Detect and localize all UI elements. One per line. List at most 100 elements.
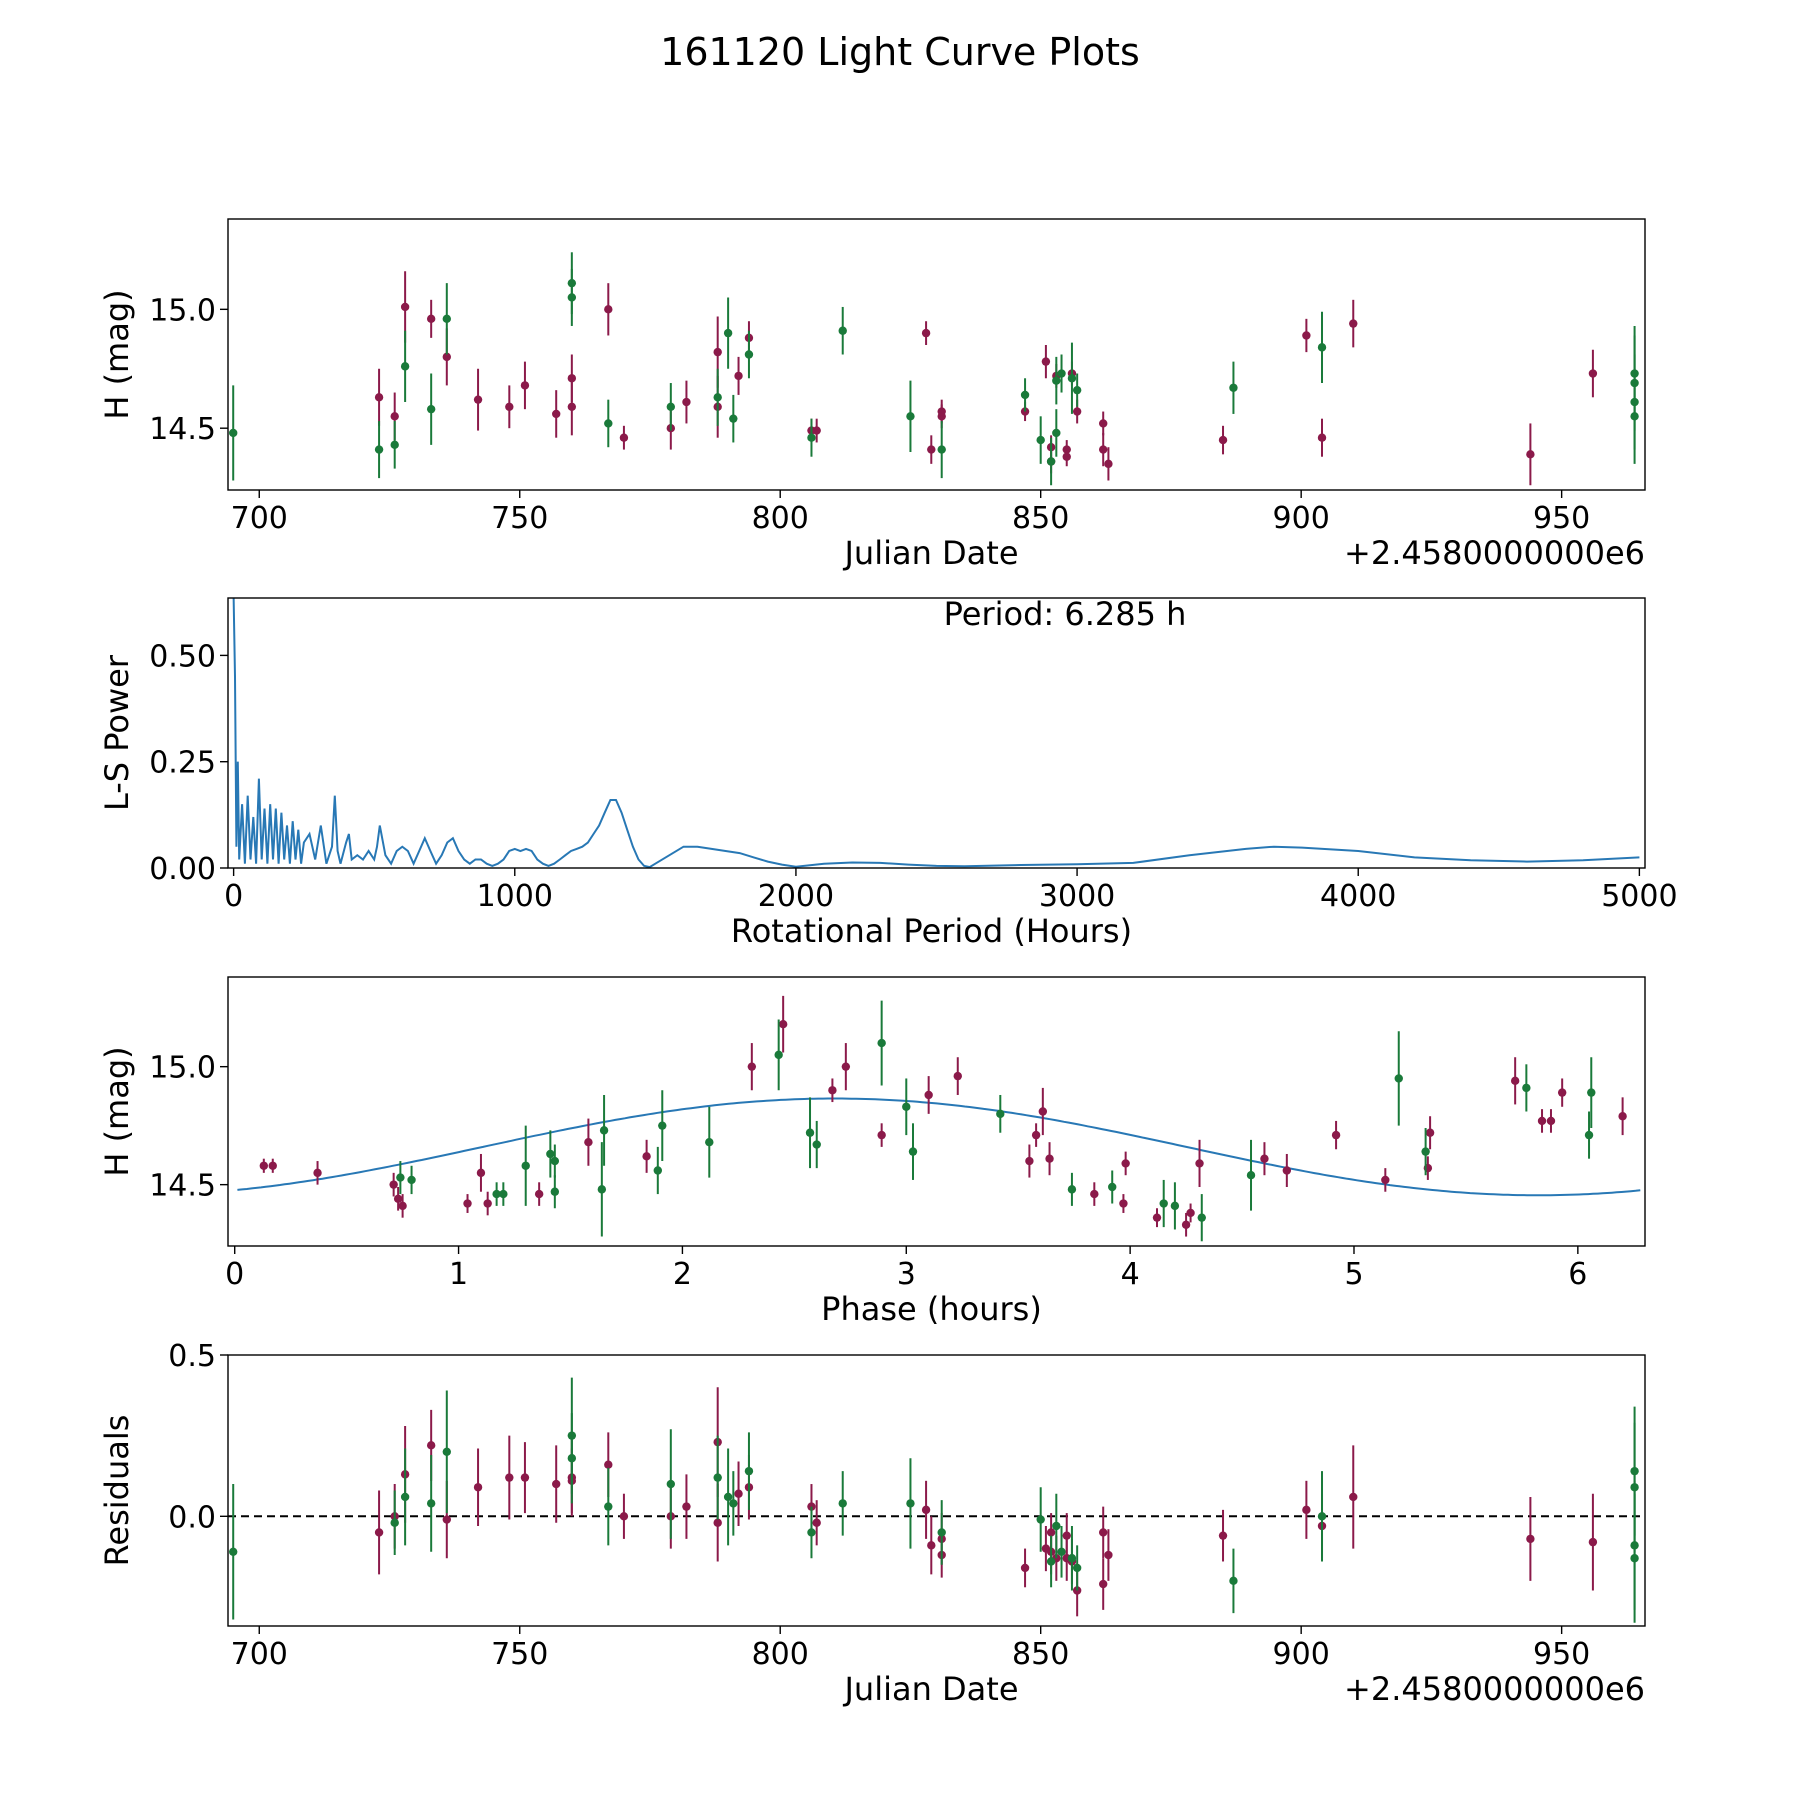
magenta-data-point: [642, 1152, 651, 1161]
periodogram-line: [232, 598, 1640, 868]
x-tick-label: 850: [1012, 1637, 1069, 1672]
x-axis-label: Julian Date: [842, 534, 1018, 572]
y-tick-label: 15.0: [149, 293, 216, 328]
green-data-point: [599, 1126, 609, 1135]
magenta-data-point: [476, 1168, 486, 1178]
magenta-data-point: [1025, 1156, 1034, 1166]
residuals-panel: 700 750 800 850 900 950 0.0 0.5 Julian Date Resid…: [98, 1339, 1646, 1708]
green-data-point: [1317, 1512, 1327, 1521]
magenta-data-point: [1526, 1534, 1535, 1544]
magenta-data-point: [734, 371, 743, 381]
magenta-data-point: [1349, 319, 1358, 328]
green-data-point: [1046, 1557, 1056, 1566]
magenta-data-point: [567, 402, 577, 411]
magenta-data-point: [1072, 407, 1082, 416]
magenta-data-point: [400, 302, 410, 312]
green-data-point: [499, 1189, 508, 1199]
green-data-point: [426, 1499, 436, 1508]
plot-area: [229, 252, 1639, 486]
x-tick-label: 4: [1121, 1257, 1140, 1292]
y-tick-label: 0.25: [149, 746, 216, 781]
green-data-point: [838, 326, 847, 335]
magenta-data-point: [1099, 1579, 1108, 1589]
phased-lightcurve-panel: 0 1 2 3 4 5 6 14.5 15.0 Phase (hours) H (mag): [98, 976, 1646, 1328]
green-data-point: [1630, 412, 1639, 421]
magenta-data-point: [268, 1161, 277, 1170]
green-data-point: [902, 1102, 911, 1111]
y-tick-label: 14.5: [149, 412, 216, 447]
green-data-point: [1052, 376, 1061, 385]
green-data-point: [807, 433, 816, 442]
magenta-data-point: [1425, 1128, 1435, 1137]
green-data-point: [229, 1547, 238, 1556]
magenta-data-point: [953, 1071, 962, 1081]
magenta-data-point: [313, 1168, 322, 1178]
y-axis-label: L-S Power: [98, 654, 136, 811]
magenta-data-point: [1119, 1199, 1128, 1208]
magenta-data-point: [604, 305, 613, 314]
magenta-data-point: [463, 1199, 472, 1208]
green-data-point: [666, 402, 676, 411]
green-data-point: [1036, 435, 1045, 445]
green-data-point: [407, 1175, 416, 1185]
x-tick-label: 5000: [1601, 879, 1677, 914]
x-axis-label: Phase (hours): [821, 1290, 1042, 1328]
magenta-data-point: [1038, 1107, 1048, 1116]
magenta-data-point: [927, 445, 936, 454]
x-tick-label: 1: [449, 1257, 468, 1292]
magenta-data-point: [1510, 1076, 1520, 1086]
green-data-point: [1108, 1182, 1117, 1192]
y-axis-label: H (mag): [98, 1046, 136, 1176]
magenta-data-point: [1152, 1213, 1162, 1222]
magenta-data-point: [1526, 450, 1535, 459]
magenta-data-point: [552, 1479, 561, 1489]
magenta-data-point: [778, 1019, 788, 1029]
green-data-point: [604, 419, 613, 428]
green-data-point: [658, 1121, 667, 1130]
x-tick-label: 5: [1344, 1257, 1363, 1292]
magenta-data-point: [747, 1062, 757, 1071]
x-tick-label: 950: [1533, 1637, 1590, 1672]
y-tick-label: 0.5: [168, 1339, 216, 1374]
magenta-data-point: [1104, 1550, 1113, 1560]
green-data-point: [597, 1185, 607, 1194]
y-tick-label: 0.50: [149, 639, 216, 674]
magenta-data-point: [1099, 419, 1108, 428]
magenta-data-point: [1181, 1220, 1191, 1229]
green-data-point: [937, 1528, 946, 1537]
green-data-point: [1057, 1547, 1066, 1556]
green-data-point: [996, 1109, 1005, 1119]
green-data-point: [906, 1499, 915, 1508]
magenta-data-point: [520, 381, 530, 390]
magenta-data-point: [442, 1515, 452, 1524]
green-data-point: [713, 393, 722, 402]
magenta-data-point: [1317, 433, 1327, 442]
green-data-point: [908, 1147, 918, 1156]
magenta-data-point: [390, 412, 399, 421]
magenta-data-point: [1099, 445, 1108, 454]
green-data-point: [426, 404, 436, 414]
green-data-point: [229, 428, 238, 438]
green-data-point: [723, 1492, 733, 1502]
green-data-point: [1067, 1185, 1077, 1194]
green-data-point: [442, 1447, 452, 1456]
magenta-data-point: [877, 1130, 886, 1140]
y-tick-label: 0.00: [149, 852, 216, 887]
magenta-data-point: [1041, 357, 1051, 366]
green-data-point: [729, 1499, 738, 1508]
x-tick-label: 900: [1273, 501, 1330, 536]
magenta-data-point: [1031, 1130, 1041, 1140]
period-annotation: Period: 6.285 h: [944, 595, 1187, 633]
magenta-data-point: [567, 374, 577, 383]
y-tick-label: 15.0: [149, 1051, 216, 1086]
magenta-data-point: [426, 314, 436, 324]
green-data-point: [1046, 457, 1056, 466]
green-data-point: [653, 1166, 663, 1175]
x-tick-label: 750: [491, 1637, 548, 1672]
magenta-data-point: [1618, 1112, 1627, 1121]
magenta-data-point: [1020, 1563, 1030, 1573]
green-data-point: [1072, 385, 1082, 395]
magenta-data-point: [1090, 1189, 1099, 1199]
green-data-point: [1394, 1074, 1403, 1083]
magenta-data-point: [1302, 331, 1311, 340]
